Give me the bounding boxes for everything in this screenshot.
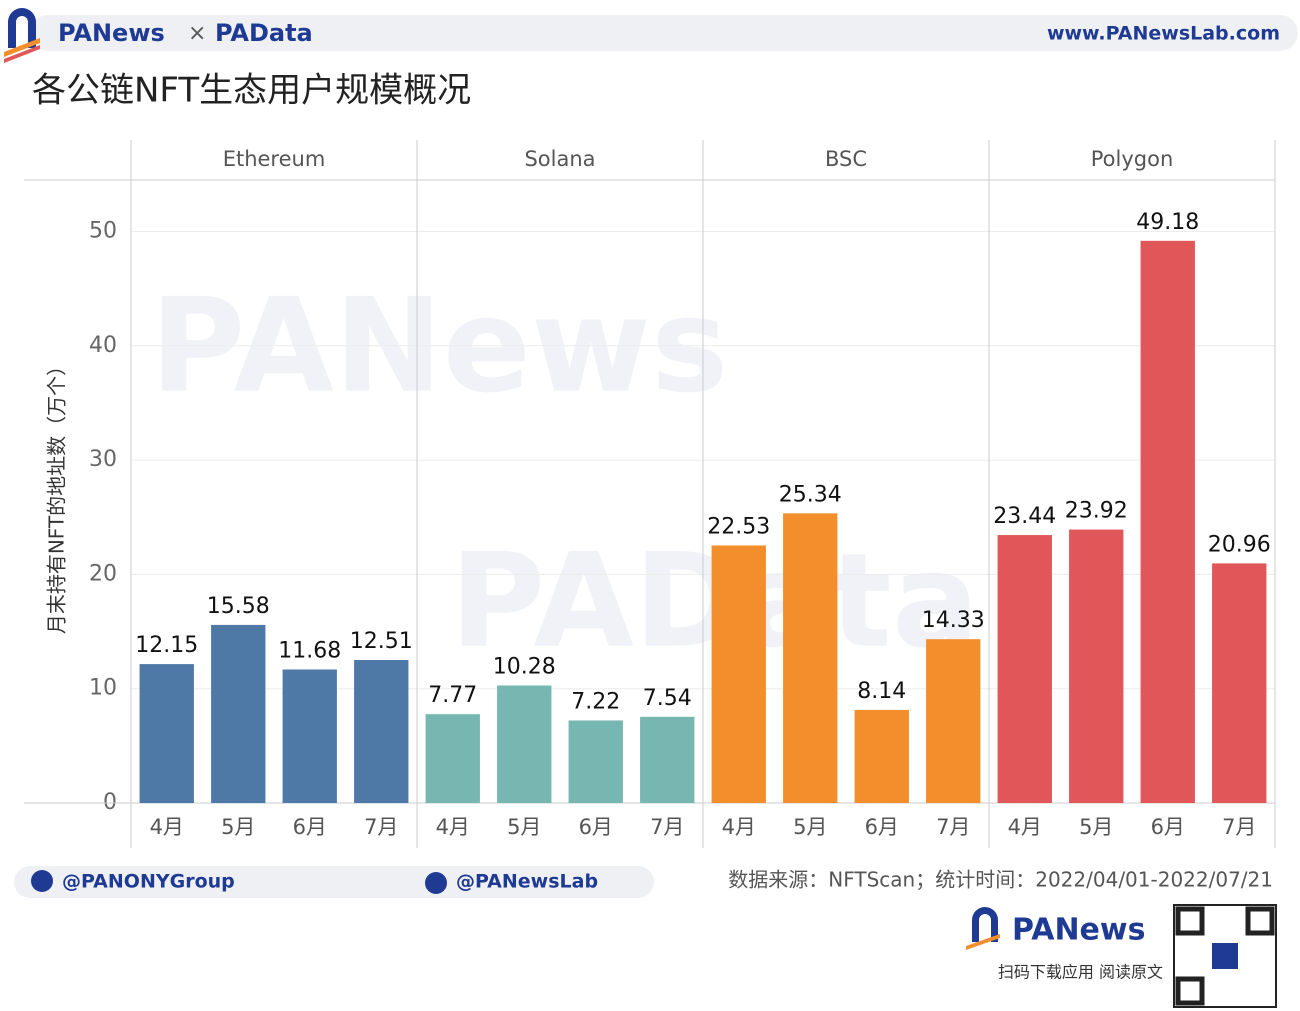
data-label: 7.22 (571, 689, 620, 714)
y-tick-label: 30 (89, 447, 117, 472)
x-tick-label: 4月 (150, 815, 184, 839)
facet-label: Polygon (1091, 147, 1174, 171)
twitter-icon (31, 870, 53, 892)
x-tick-label: 7月 (364, 815, 398, 839)
data-label: 25.34 (779, 482, 842, 507)
data-label: 49.18 (1136, 210, 1199, 235)
data-label: 7.77 (428, 683, 477, 708)
y-tick-label: 10 (89, 676, 117, 701)
bar (711, 545, 766, 803)
website: www.PANewsLab.com (1047, 23, 1280, 45)
data-label: 11.68 (278, 638, 341, 663)
data-label: 20.96 (1208, 532, 1271, 557)
header-bar (30, 15, 1298, 51)
qr-code (1173, 904, 1277, 1008)
bar (1140, 240, 1195, 803)
x-tick-label: 4月 (722, 815, 756, 839)
chart-title: 各公链NFT生态用户规模概况 (32, 71, 471, 111)
bar (425, 714, 480, 803)
source-note: 数据来源：NFTScan；统计时间：2022/04/01-2022/07/21 (728, 868, 1273, 892)
bar (1212, 563, 1267, 803)
slogan: 扫码下载应用 阅读原文 (998, 963, 1163, 982)
data-label: 7.54 (643, 686, 692, 711)
x-tick-label: 7月 (1222, 815, 1256, 839)
facebook-handle: @PANewsLab (456, 871, 598, 893)
bar (783, 513, 838, 803)
bar (282, 669, 337, 803)
bar (997, 535, 1052, 803)
data-label: 22.53 (707, 514, 770, 539)
footer-logo-icon (966, 907, 1000, 950)
twitter-handle: @PANONYGroup (62, 871, 235, 893)
data-label: 10.28 (493, 654, 556, 679)
bar (926, 639, 981, 803)
y-tick-label: 50 (89, 218, 117, 243)
x-tick-label: 6月 (865, 815, 899, 839)
x-tick-label: 6月 (579, 815, 613, 839)
data-label: 23.92 (1065, 499, 1128, 524)
bar (497, 685, 552, 803)
facet-label: BSC (825, 147, 867, 171)
data-label: 8.14 (857, 679, 906, 704)
footer-bar (14, 866, 654, 898)
x-tick-label: 7月 (650, 815, 684, 839)
x-tick-label: 5月 (507, 815, 541, 839)
bar (854, 709, 909, 803)
x-tick-label: 5月 (1079, 815, 1113, 839)
x-tick-label: 4月 (1008, 815, 1042, 839)
bar (640, 716, 695, 803)
x-tick-label: 5月 (793, 815, 827, 839)
bar (568, 720, 623, 803)
x-tick-label: 4月 (436, 815, 470, 839)
x-tick-label: 7月 (936, 815, 970, 839)
y-tick-label: 20 (89, 561, 117, 586)
data-label: 14.33 (922, 608, 985, 633)
bar (1069, 529, 1124, 803)
brand: PANews (58, 19, 165, 47)
facebook-icon (425, 872, 447, 894)
bar (139, 664, 194, 803)
y-axis-label: 月末持有NFT的地址数（万个） (45, 356, 69, 634)
x-tick-label: 6月 (1151, 815, 1185, 839)
brand: PAData (215, 19, 313, 47)
logo (4, 8, 40, 63)
x-tick-label: 6月 (293, 815, 327, 839)
plot: 01020304050Ethereum4月12.155月15.586月11.68… (24, 140, 1276, 848)
bar (354, 659, 409, 803)
data-label: 12.15 (135, 633, 198, 658)
data-label: 23.44 (993, 504, 1056, 529)
facet-label: Solana (524, 147, 595, 171)
data-label: 12.51 (350, 629, 413, 654)
x-tick-label: 5月 (221, 815, 255, 839)
data-label: 15.58 (207, 594, 270, 619)
y-tick-label: 40 (89, 333, 117, 358)
brand-separator: × (188, 21, 206, 46)
facet-label: Ethereum (223, 147, 326, 171)
bar (211, 624, 266, 803)
footer-logo: PANews (1012, 913, 1145, 948)
